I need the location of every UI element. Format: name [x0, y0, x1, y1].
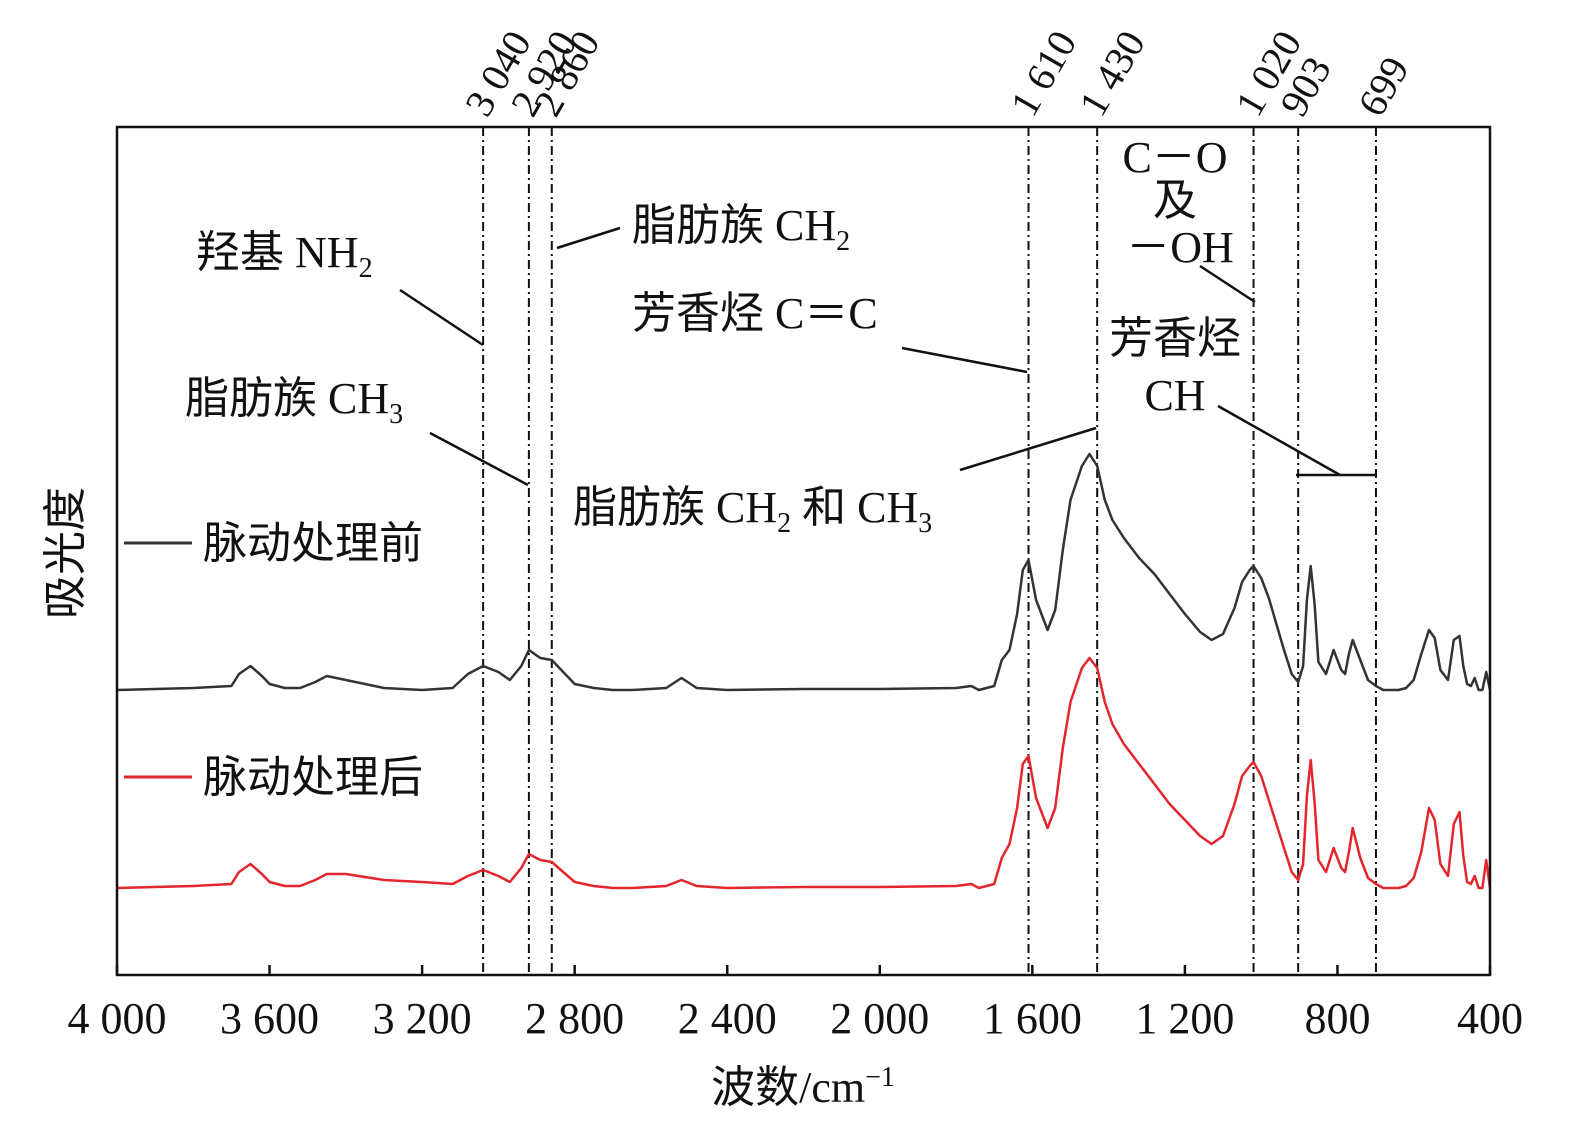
annotations: 羟基 NH2 脂肪族 CH2 脂肪族 CH3 芳香烃 C＝C 脂肪族 CH2 和…: [185, 133, 1377, 539]
legend-label-before: 脉动处理前: [203, 519, 423, 568]
leader-co-oh: [1199, 264, 1256, 304]
peak-label-1430: 1 430: [1070, 23, 1154, 123]
leader-aliphatic-ch2-ch3: [959, 426, 1097, 472]
plot-frame: [115, 125, 1492, 977]
annotation-co-oh-line3: －OH: [1126, 223, 1234, 272]
annotation-aliphatic-ch2-ch3: 脂肪族 CH2 和 CH3: [573, 483, 932, 539]
leader-aromatic-cc: [901, 346, 1028, 374]
peak-label-1610: 1 610: [1001, 23, 1085, 123]
x-tick-label-800: 800: [1304, 994, 1370, 1043]
annotation-hydroxyl-nh2: 羟基 NH2: [196, 228, 373, 284]
annotation-co-oh-line1: C－O: [1122, 133, 1227, 182]
x-axis-title-superscript: −1: [865, 1062, 895, 1093]
leader-aliphatic-ch2: [556, 226, 621, 250]
x-tick-label-2000: 2 000: [830, 994, 929, 1043]
annotation-aliphatic-ch3-text: 脂肪族 CH: [185, 374, 389, 423]
leader-aromatic-ch: [1217, 404, 1341, 477]
annotation-hydroxyl-nh2-text: 羟基 NH: [196, 228, 359, 277]
series-line-after: [116, 656, 1492, 890]
x-tick-label-400: 400: [1457, 994, 1523, 1043]
x-axis-title-main: 波数/cm: [711, 1063, 865, 1112]
annotation-aliphatic-ch3: 脂肪族 CH3: [185, 374, 403, 430]
annotation-aliphatic-ch3-sub: 3: [389, 399, 403, 430]
x-tick-label-1200: 1 200: [1135, 994, 1234, 1043]
y-axis-title: 吸光度: [41, 487, 90, 619]
x-axis-title: 波数/cm−1: [711, 1062, 895, 1112]
annotation-aliphatic-ch2-ch3-sub1: 2: [777, 508, 791, 539]
series-line-before: [116, 452, 1492, 692]
leader-aliphatic-ch3: [429, 431, 529, 487]
series-group: [116, 452, 1492, 890]
x-tick-label-3600: 3 600: [220, 994, 319, 1043]
legend-label-after: 脉动处理后: [203, 753, 423, 802]
x-tick-label-4000: 4 000: [68, 994, 167, 1043]
annotation-aliphatic-ch2: 脂肪族 CH2: [632, 201, 850, 257]
annotation-aromatic-ch-line1: 芳香烃: [1109, 314, 1241, 363]
annotation-aliphatic-ch2-ch3-sub2: 3: [918, 508, 932, 539]
x-tick-label-2800: 2 800: [525, 994, 624, 1043]
x-axis-tick-labels: 4 000 3 600 3 200 2 800 2 400 2 000 1 600 1 200…: [68, 994, 1524, 1043]
annotation-aliphatic-ch2-text: 脂肪族 CH: [632, 201, 836, 250]
x-tick-label-3200: 3 200: [373, 994, 472, 1043]
x-axis-ticks: [115, 965, 1492, 975]
annotation-hydroxyl-nh2-sub: 2: [359, 253, 373, 284]
annotation-co-oh-line2: 及: [1153, 176, 1197, 225]
annotation-aliphatic-ch2-ch3-pre: 脂肪族 CH: [573, 483, 777, 532]
legend: 脉动处理前 脉动处理后: [124, 519, 423, 802]
reference-lines: [482, 127, 1377, 975]
leader-hydroxyl-nh2: [399, 288, 484, 347]
annotation-aliphatic-ch2-ch3-mid: 和 CH: [791, 483, 918, 532]
annotation-aromatic-ch-line2: CH: [1144, 371, 1205, 420]
x-tick-label-1600: 1 600: [983, 994, 1082, 1043]
annotation-aliphatic-ch2-sub: 2: [836, 226, 850, 257]
annotation-aromatic-cc: 芳香烃 C＝C: [632, 289, 878, 338]
x-tick-label-2400: 2 400: [678, 994, 777, 1043]
peak-label-699: 699: [1349, 49, 1418, 123]
